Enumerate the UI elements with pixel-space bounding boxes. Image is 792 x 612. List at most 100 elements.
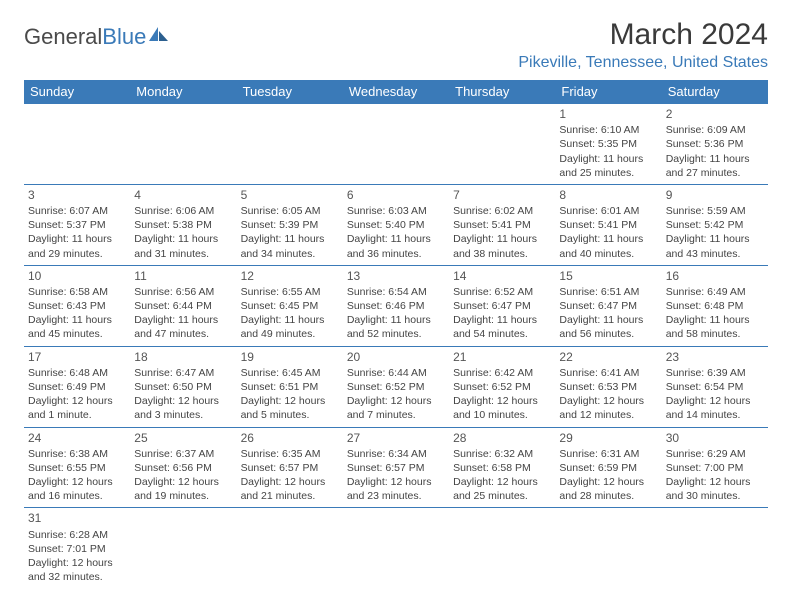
sunrise-text: Sunrise: 6:38 AM bbox=[28, 447, 126, 461]
sunrise-text: Sunrise: 6:01 AM bbox=[559, 204, 657, 218]
day-number: 8 bbox=[559, 187, 657, 203]
daylight-text: Daylight: 11 hours and 58 minutes. bbox=[666, 313, 764, 341]
calendar-table: SundayMondayTuesdayWednesdayThursdayFrid… bbox=[24, 80, 768, 588]
day-number: 6 bbox=[347, 187, 445, 203]
day-number: 25 bbox=[134, 430, 232, 446]
logo-text-1: General bbox=[24, 24, 102, 50]
sunset-text: Sunset: 6:46 PM bbox=[347, 299, 445, 313]
calendar-week-row: 24Sunrise: 6:38 AMSunset: 6:55 PMDayligh… bbox=[24, 427, 768, 508]
calendar-week-row: 31Sunrise: 6:28 AMSunset: 7:01 PMDayligh… bbox=[24, 508, 768, 588]
sunset-text: Sunset: 5:39 PM bbox=[241, 218, 339, 232]
calendar-day-cell: 21Sunrise: 6:42 AMSunset: 6:52 PMDayligh… bbox=[449, 346, 555, 427]
day-number: 11 bbox=[134, 268, 232, 284]
sunrise-text: Sunrise: 6:06 AM bbox=[134, 204, 232, 218]
sunrise-text: Sunrise: 6:28 AM bbox=[28, 528, 126, 542]
calendar-day-cell: 5Sunrise: 6:05 AMSunset: 5:39 PMDaylight… bbox=[237, 184, 343, 265]
calendar-day-cell: 14Sunrise: 6:52 AMSunset: 6:47 PMDayligh… bbox=[449, 265, 555, 346]
daylight-text: Daylight: 11 hours and 54 minutes. bbox=[453, 313, 551, 341]
day-number: 30 bbox=[666, 430, 764, 446]
calendar-day-cell: 2Sunrise: 6:09 AMSunset: 5:36 PMDaylight… bbox=[662, 104, 768, 185]
calendar-day-cell: 3Sunrise: 6:07 AMSunset: 5:37 PMDaylight… bbox=[24, 184, 130, 265]
calendar-day-cell: 7Sunrise: 6:02 AMSunset: 5:41 PMDaylight… bbox=[449, 184, 555, 265]
sunrise-text: Sunrise: 6:07 AM bbox=[28, 204, 126, 218]
sunrise-text: Sunrise: 6:55 AM bbox=[241, 285, 339, 299]
calendar-day-cell: 31Sunrise: 6:28 AMSunset: 7:01 PMDayligh… bbox=[24, 508, 130, 588]
header: GeneralBlue March 2024 Pikeville, Tennes… bbox=[24, 18, 768, 78]
calendar-empty-cell bbox=[130, 104, 236, 185]
sunset-text: Sunset: 6:55 PM bbox=[28, 461, 126, 475]
sunset-text: Sunset: 6:47 PM bbox=[453, 299, 551, 313]
sunset-text: Sunset: 6:52 PM bbox=[453, 380, 551, 394]
daylight-text: Daylight: 11 hours and 45 minutes. bbox=[28, 313, 126, 341]
day-number: 23 bbox=[666, 349, 764, 365]
calendar-day-cell: 20Sunrise: 6:44 AMSunset: 6:52 PMDayligh… bbox=[343, 346, 449, 427]
weekday-header: Friday bbox=[555, 80, 661, 104]
daylight-text: Daylight: 11 hours and 34 minutes. bbox=[241, 232, 339, 260]
calendar-empty-cell bbox=[662, 508, 768, 588]
calendar-empty-cell bbox=[555, 508, 661, 588]
calendar-day-cell: 8Sunrise: 6:01 AMSunset: 5:41 PMDaylight… bbox=[555, 184, 661, 265]
location-text: Pikeville, Tennessee, United States bbox=[518, 54, 768, 72]
sunset-text: Sunset: 6:54 PM bbox=[666, 380, 764, 394]
sunrise-text: Sunrise: 6:47 AM bbox=[134, 366, 232, 380]
logo: GeneralBlue bbox=[24, 18, 170, 50]
calendar-day-cell: 10Sunrise: 6:58 AMSunset: 6:43 PMDayligh… bbox=[24, 265, 130, 346]
calendar-day-cell: 28Sunrise: 6:32 AMSunset: 6:58 PMDayligh… bbox=[449, 427, 555, 508]
daylight-text: Daylight: 12 hours and 25 minutes. bbox=[453, 475, 551, 503]
day-number: 10 bbox=[28, 268, 126, 284]
day-number: 20 bbox=[347, 349, 445, 365]
sunrise-text: Sunrise: 6:48 AM bbox=[28, 366, 126, 380]
sunrise-text: Sunrise: 6:56 AM bbox=[134, 285, 232, 299]
calendar-empty-cell bbox=[24, 104, 130, 185]
day-number: 15 bbox=[559, 268, 657, 284]
calendar-week-row: 10Sunrise: 6:58 AMSunset: 6:43 PMDayligh… bbox=[24, 265, 768, 346]
sunrise-text: Sunrise: 6:51 AM bbox=[559, 285, 657, 299]
daylight-text: Daylight: 11 hours and 40 minutes. bbox=[559, 232, 657, 260]
daylight-text: Daylight: 11 hours and 56 minutes. bbox=[559, 313, 657, 341]
day-number: 26 bbox=[241, 430, 339, 446]
day-number: 27 bbox=[347, 430, 445, 446]
sunrise-text: Sunrise: 6:03 AM bbox=[347, 204, 445, 218]
sunrise-text: Sunrise: 6:49 AM bbox=[666, 285, 764, 299]
weekday-header: Sunday bbox=[24, 80, 130, 104]
calendar-day-cell: 9Sunrise: 5:59 AMSunset: 5:42 PMDaylight… bbox=[662, 184, 768, 265]
weekday-header: Thursday bbox=[449, 80, 555, 104]
calendar-day-cell: 4Sunrise: 6:06 AMSunset: 5:38 PMDaylight… bbox=[130, 184, 236, 265]
calendar-day-cell: 26Sunrise: 6:35 AMSunset: 6:57 PMDayligh… bbox=[237, 427, 343, 508]
day-number: 16 bbox=[666, 268, 764, 284]
daylight-text: Daylight: 12 hours and 32 minutes. bbox=[28, 556, 126, 584]
calendar-day-cell: 15Sunrise: 6:51 AMSunset: 6:47 PMDayligh… bbox=[555, 265, 661, 346]
daylight-text: Daylight: 12 hours and 1 minute. bbox=[28, 394, 126, 422]
calendar-day-cell: 19Sunrise: 6:45 AMSunset: 6:51 PMDayligh… bbox=[237, 346, 343, 427]
daylight-text: Daylight: 12 hours and 14 minutes. bbox=[666, 394, 764, 422]
calendar-empty-cell bbox=[343, 508, 449, 588]
sunrise-text: Sunrise: 6:54 AM bbox=[347, 285, 445, 299]
calendar-day-cell: 16Sunrise: 6:49 AMSunset: 6:48 PMDayligh… bbox=[662, 265, 768, 346]
day-number: 3 bbox=[28, 187, 126, 203]
sunset-text: Sunset: 6:58 PM bbox=[453, 461, 551, 475]
sunset-text: Sunset: 5:38 PM bbox=[134, 218, 232, 232]
calendar-week-row: 1Sunrise: 6:10 AMSunset: 5:35 PMDaylight… bbox=[24, 104, 768, 185]
day-number: 21 bbox=[453, 349, 551, 365]
weekday-header: Monday bbox=[130, 80, 236, 104]
sunset-text: Sunset: 6:45 PM bbox=[241, 299, 339, 313]
day-number: 28 bbox=[453, 430, 551, 446]
sunset-text: Sunset: 6:44 PM bbox=[134, 299, 232, 313]
weekday-header: Saturday bbox=[662, 80, 768, 104]
calendar-empty-cell bbox=[449, 508, 555, 588]
sunset-text: Sunset: 5:42 PM bbox=[666, 218, 764, 232]
daylight-text: Daylight: 12 hours and 21 minutes. bbox=[241, 475, 339, 503]
calendar-week-row: 17Sunrise: 6:48 AMSunset: 6:49 PMDayligh… bbox=[24, 346, 768, 427]
weekday-header: Tuesday bbox=[237, 80, 343, 104]
sunset-text: Sunset: 5:41 PM bbox=[559, 218, 657, 232]
calendar-day-cell: 22Sunrise: 6:41 AMSunset: 6:53 PMDayligh… bbox=[555, 346, 661, 427]
sunset-text: Sunset: 6:57 PM bbox=[347, 461, 445, 475]
day-number: 13 bbox=[347, 268, 445, 284]
weekday-header: Wednesday bbox=[343, 80, 449, 104]
daylight-text: Daylight: 12 hours and 16 minutes. bbox=[28, 475, 126, 503]
sunrise-text: Sunrise: 6:09 AM bbox=[666, 123, 764, 137]
logo-sail-icon bbox=[148, 26, 170, 44]
day-number: 31 bbox=[28, 510, 126, 526]
sunrise-text: Sunrise: 6:44 AM bbox=[347, 366, 445, 380]
daylight-text: Daylight: 11 hours and 27 minutes. bbox=[666, 152, 764, 180]
